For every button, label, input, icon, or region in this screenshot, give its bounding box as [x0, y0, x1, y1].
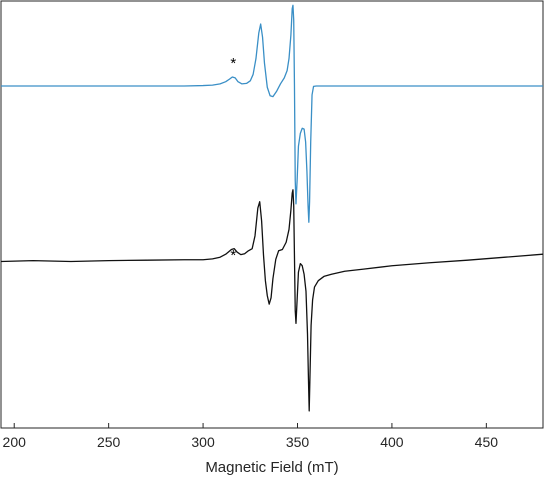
- annotation-layer: **: [230, 55, 236, 264]
- series-layer: [0, 4, 544, 412]
- simulated-spectrum-line: [1, 4, 543, 223]
- x-tick-label: 300: [191, 434, 215, 450]
- asterisk-annotation: *: [230, 55, 236, 72]
- plot-area-frame: [0, 0, 544, 429]
- x-axis-ticks: 200 250 300 350 400 450: [3, 423, 499, 450]
- asterisk-annotation: *: [230, 247, 236, 264]
- x-axis-label: Magnetic Field (mT): [205, 459, 338, 476]
- x-tick-label: 350: [286, 434, 310, 450]
- x-tick-label: 450: [475, 434, 499, 450]
- experimental-spectrum-line: [0, 189, 544, 412]
- x-tick-label: 400: [380, 434, 404, 450]
- x-tick-label: 200: [3, 434, 27, 450]
- x-tick-label: 250: [97, 434, 121, 450]
